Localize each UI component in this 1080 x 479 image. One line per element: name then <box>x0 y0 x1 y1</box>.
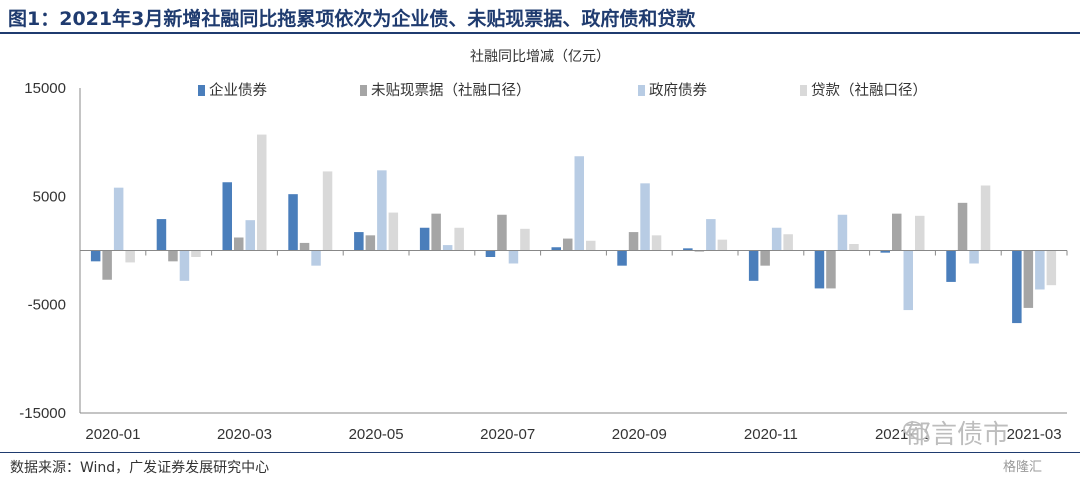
bar <box>168 250 178 262</box>
bar <box>563 238 573 251</box>
bar <box>617 250 627 266</box>
bar <box>717 239 728 251</box>
bar <box>915 215 925 251</box>
x-tick-label: 2020-09 <box>612 426 667 443</box>
bar <box>651 235 662 251</box>
bar <box>222 182 232 251</box>
bar <box>748 250 759 281</box>
bar <box>102 250 112 280</box>
bar <box>191 250 201 257</box>
chart-title: 社融同比增减（亿元） <box>470 49 610 65</box>
bar <box>771 227 782 251</box>
bar <box>814 250 825 289</box>
x-tick-label: 2020-11 <box>744 426 798 443</box>
source-note: 数据来源：Wind，广发证券发展研究中心 <box>10 460 270 476</box>
bar <box>257 134 267 251</box>
bar <box>125 250 135 263</box>
figure-title-bar: 图1：2021年3月新增社融同比拖累项依次为企业债、未贴现票据、政府债和贷款 <box>0 0 1080 34</box>
bar <box>586 240 596 251</box>
x-tick-label: 2020-01 <box>85 426 140 443</box>
bar <box>1035 250 1045 290</box>
bar <box>628 232 639 251</box>
bar <box>1023 250 1034 308</box>
bar <box>980 185 991 251</box>
bar <box>322 171 333 251</box>
bar <box>113 187 124 251</box>
bar <box>90 250 101 262</box>
x-tick-label: 2021-03 <box>1007 426 1062 443</box>
bar <box>683 248 693 251</box>
bar <box>783 234 793 251</box>
bar <box>497 214 507 251</box>
bar <box>388 212 399 251</box>
bar <box>849 244 859 251</box>
bar <box>485 250 496 257</box>
figure-title: 图1：2021年3月新增社融同比拖累项依次为企业债、未贴现票据、政府债和贷款 <box>8 8 696 30</box>
bar <box>431 213 441 251</box>
x-tick-label: 2020-03 <box>217 426 272 443</box>
x-tick-label: 2020-07 <box>480 426 535 443</box>
legend-swatch <box>360 85 367 96</box>
bar <box>574 156 584 251</box>
wechat-icon <box>903 421 929 441</box>
bar <box>179 250 190 281</box>
bar <box>508 250 519 264</box>
bar <box>245 220 255 251</box>
bar <box>1012 250 1022 324</box>
watermark-text: 郁言债市 <box>905 420 1010 450</box>
bar-chart: 15000 5000 -5000 -15000 2020-01 2020-03 2020-0… <box>19 80 1068 443</box>
bar <box>520 228 530 251</box>
x-tick-label: 2020-05 <box>349 426 404 443</box>
y-tick-label: -5000 <box>28 297 66 314</box>
legend-label: 政府债券 <box>649 82 707 99</box>
bar <box>640 183 650 251</box>
bar <box>551 247 561 251</box>
watermark-small-text: 格隆汇 <box>1003 460 1043 475</box>
bar <box>311 250 321 266</box>
bar <box>442 245 453 251</box>
bar <box>946 250 956 282</box>
bar <box>365 235 376 251</box>
y-tick-label: 5000 <box>33 188 66 205</box>
y-tick-label: -15000 <box>19 405 66 422</box>
bar <box>288 194 298 251</box>
legend-label: 未贴现票据（社融口径） <box>371 82 531 99</box>
legend-label: 企业债券 <box>209 81 267 99</box>
bar <box>156 219 167 251</box>
bar <box>969 250 979 264</box>
bar <box>299 242 310 251</box>
bar <box>234 237 244 251</box>
bar <box>1046 250 1057 286</box>
legend-swatch <box>800 85 807 96</box>
bar <box>892 213 902 251</box>
bar <box>880 250 890 253</box>
bar <box>957 202 968 251</box>
footer: 数据来源：Wind，广发证券发展研究中心 <box>0 452 1080 479</box>
bar <box>760 250 770 266</box>
legend-swatch <box>638 85 645 96</box>
y-tick-label: 15000 <box>24 80 66 97</box>
bar <box>706 219 716 251</box>
bar <box>377 170 387 251</box>
legend-label: 贷款（社融口径） <box>811 82 927 99</box>
bar <box>419 227 430 251</box>
legend-swatch <box>198 85 205 96</box>
bar <box>694 250 705 252</box>
bar <box>826 250 836 289</box>
bar <box>454 227 464 251</box>
bar <box>903 250 913 311</box>
bar <box>354 232 364 251</box>
bar <box>837 214 848 251</box>
